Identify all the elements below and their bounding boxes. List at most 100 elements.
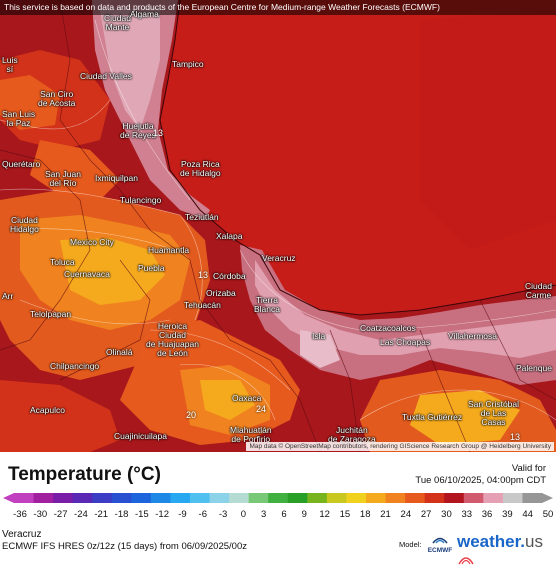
city-label[interactable]: Veracruz — [262, 254, 296, 263]
city-label[interactable]: San Ciro de Acosta — [38, 90, 75, 108]
contour-value-label: 13 — [198, 270, 209, 280]
color-scale-bar — [3, 493, 553, 503]
scale-tick-label: 12 — [319, 509, 330, 520]
city-name: Ciudad — [104, 13, 131, 23]
ecmwf-banner: This service is based on data and produc… — [0, 0, 556, 15]
city-label[interactable]: Toluca — [50, 258, 75, 267]
location-name: Veracruz — [2, 529, 42, 540]
city-label[interactable]: Arr — [2, 292, 13, 301]
color-scale-segment — [307, 493, 328, 503]
city-label[interactable]: Tulancingo — [120, 196, 161, 205]
city-label[interactable]: Las Choapas — [380, 338, 430, 347]
city-label[interactable]: Villahermosa — [448, 332, 497, 341]
city-label[interactable]: Córdoba — [213, 272, 246, 281]
city-name: Córdoba — [213, 271, 246, 281]
scale-tick-label: 21 — [380, 509, 391, 520]
city-name: Algama — [130, 9, 159, 19]
color-scale-segment — [444, 493, 465, 503]
scale-tick-label: -12 — [155, 509, 170, 520]
valid-time-value: Tue 06/10/2025, 04:00pm CDT — [415, 475, 546, 486]
city-name: Luis — [2, 55, 18, 65]
city-label[interactable]: Algama — [130, 10, 159, 19]
city-label[interactable]: Teziutlán — [185, 213, 219, 222]
ecmwf-logo: ECMWF — [425, 531, 455, 554]
city-name: Olinalá — [106, 347, 133, 357]
color-scale-segment — [53, 493, 74, 503]
city-name: de León — [157, 348, 188, 358]
city-label[interactable]: Heroica Ciudad de Huajuapan de León — [146, 322, 199, 358]
city-label[interactable]: Telolpapan — [30, 310, 71, 319]
city-label[interactable]: Ciudad Carme — [525, 282, 552, 300]
city-name: San Luis — [2, 109, 36, 119]
scale-tick-label: 39 — [502, 509, 513, 520]
valid-label: Valid for — [511, 463, 546, 474]
city-name: San Ciro — [40, 89, 74, 99]
legend-title: Temperature (°C) — [8, 464, 161, 485]
color-scale-segment — [33, 493, 54, 503]
city-label[interactable]: San Luis la Paz — [2, 110, 35, 128]
city-name: Miahuatlán — [230, 425, 272, 435]
city-label[interactable]: San Juan del Río — [45, 170, 81, 188]
city-label[interactable]: Cuernavaca — [64, 270, 110, 279]
city-label[interactable]: San Cristóbal de Las Casas — [468, 400, 519, 427]
weather-us-logo[interactable]: weather.us — [457, 532, 556, 572]
city-name: de Porfirio — [231, 434, 271, 444]
city-name: Tampico — [172, 59, 204, 69]
city-label[interactable]: Olinalá — [106, 348, 132, 357]
city-name: Cuajinicuilapa — [114, 431, 167, 441]
city-name: Huejutla — [122, 121, 154, 131]
city-label[interactable]: Puebla — [138, 264, 164, 273]
city-label[interactable]: Acapulco — [30, 406, 65, 415]
color-scale-segment — [385, 493, 406, 503]
city-name: Oaxaca — [232, 393, 262, 403]
city-name: de Zaragoza — [328, 434, 376, 444]
city-label[interactable]: Cuajinicuilapa — [114, 432, 167, 441]
city-label[interactable]: Tehuacán — [184, 301, 221, 310]
city-label[interactable]: Isla — [312, 332, 325, 341]
color-scale-segment — [326, 493, 347, 503]
city-label[interactable]: Juchitán de Zaragoza — [328, 426, 376, 444]
city-label[interactable]: Luis sí — [2, 56, 18, 74]
temperature-map[interactable]: This service is based on data and produc… — [0, 0, 556, 452]
scale-tick-label: -24 — [74, 509, 88, 520]
city-name: la Paz — [6, 118, 31, 128]
city-label[interactable]: Oaxaca — [232, 394, 261, 403]
city-name: Poza Rica — [180, 159, 220, 169]
weather-us-swirl-icon — [458, 557, 474, 565]
city-label[interactable]: Chilpancingo — [50, 362, 99, 371]
model-label: Model: — [399, 540, 422, 549]
city-name: Ciudad — [10, 215, 38, 225]
city-label[interactable]: Querétaro — [2, 160, 40, 169]
color-scale-segment — [150, 493, 171, 503]
color-scale-segment — [209, 493, 230, 503]
city-label[interactable]: Poza Rica de Hidalgo — [180, 160, 221, 178]
city-label[interactable]: Ixmiquilpan — [95, 174, 138, 183]
scale-tick-label: -3 — [218, 509, 228, 520]
map-attribution[interactable]: Map data © OpenStreetMap contributors, r… — [246, 442, 554, 451]
city-name: de Acosta — [38, 98, 76, 108]
city-label[interactable]: Coatzacoalcos — [360, 324, 416, 333]
city-label[interactable]: Huamantla — [148, 246, 189, 255]
scale-tick-label: 27 — [420, 509, 432, 520]
city-label[interactable]: Tampico — [172, 60, 204, 69]
city-name: Telolpapan — [30, 309, 72, 319]
scale-tick-label: -15 — [134, 509, 149, 520]
city-label[interactable]: Miahuatlán de Porfirio — [230, 426, 272, 444]
scale-tick-label: -36 — [13, 509, 27, 520]
city-label[interactable]: Ciudad Valles — [80, 72, 132, 81]
city-label[interactable]: Tierra Blanca — [254, 296, 280, 314]
city-label[interactable]: Ciudad Mante — [104, 14, 131, 32]
city-name: de Huajuapan — [146, 339, 199, 349]
city-label[interactable]: Xalapa — [216, 232, 242, 241]
scale-tick-label: 18 — [359, 509, 371, 520]
city-label[interactable]: Orizaba — [206, 289, 236, 298]
city-name: Isla — [312, 331, 326, 341]
ecmwf-logo-text: ECMWF — [427, 547, 453, 554]
city-name: Huamantla — [148, 245, 190, 255]
city-label[interactable]: Palenque — [516, 364, 552, 373]
city-label[interactable]: Tuxtla Gutiérrez — [402, 413, 462, 422]
city-label[interactable]: Ciudad Hidalgo — [10, 216, 39, 234]
city-label[interactable]: Mexico City — [70, 238, 114, 247]
color-scale-segment — [229, 493, 250, 503]
city-label[interactable]: Huejutla de Reyes — [120, 122, 156, 140]
